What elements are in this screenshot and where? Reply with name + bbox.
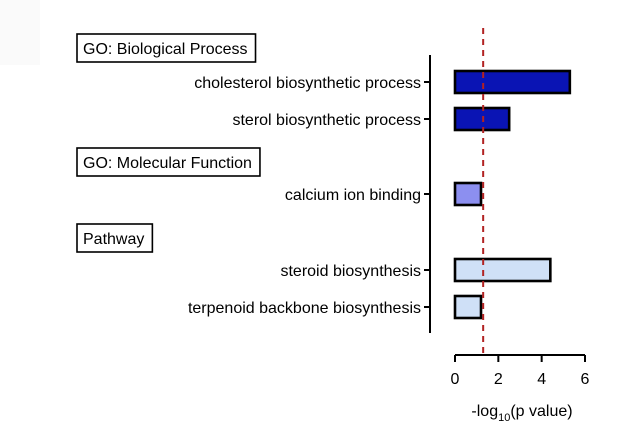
x-tick-label: 2 [494,371,503,388]
bar [453,181,483,207]
bar [453,106,511,132]
category-label: calcium ion binding [285,187,421,204]
bar [453,257,552,283]
bars [453,69,572,320]
category-label: steroid biosynthesis [280,263,421,280]
category-labels: cholesterol biosynthetic process sterol b… [188,75,421,317]
section-box [76,223,154,253]
section-label: GO: Molecular Function [83,155,252,172]
section-header: GO: Molecular Function [76,147,261,177]
section-header: Pathway [76,223,154,253]
section-label: Pathway [83,231,144,248]
axes [424,55,585,356]
x-axis-title: -log10(p value) [471,403,572,424]
x-tick-label: 4 [537,371,546,388]
x-tick-label: 6 [581,371,590,388]
category-label: cholesterol biosynthetic process [194,75,421,92]
section-label: GO: Biological Process [83,41,248,58]
corner-shade [0,0,40,65]
section-box [76,33,257,63]
category-label: terpenoid backbone biosynthesis [188,300,421,317]
x-tick-label: 0 [451,371,460,388]
section-header: GO: Biological Process [76,33,257,63]
section-box [76,147,261,177]
section-headers: GO: Biological Process GO: Molecular Func… [76,33,261,253]
bar [453,294,483,320]
category-label: sterol biosynthetic process [232,112,421,129]
bar [453,69,572,95]
x-ticks: 0 2 4 6 [451,355,590,388]
